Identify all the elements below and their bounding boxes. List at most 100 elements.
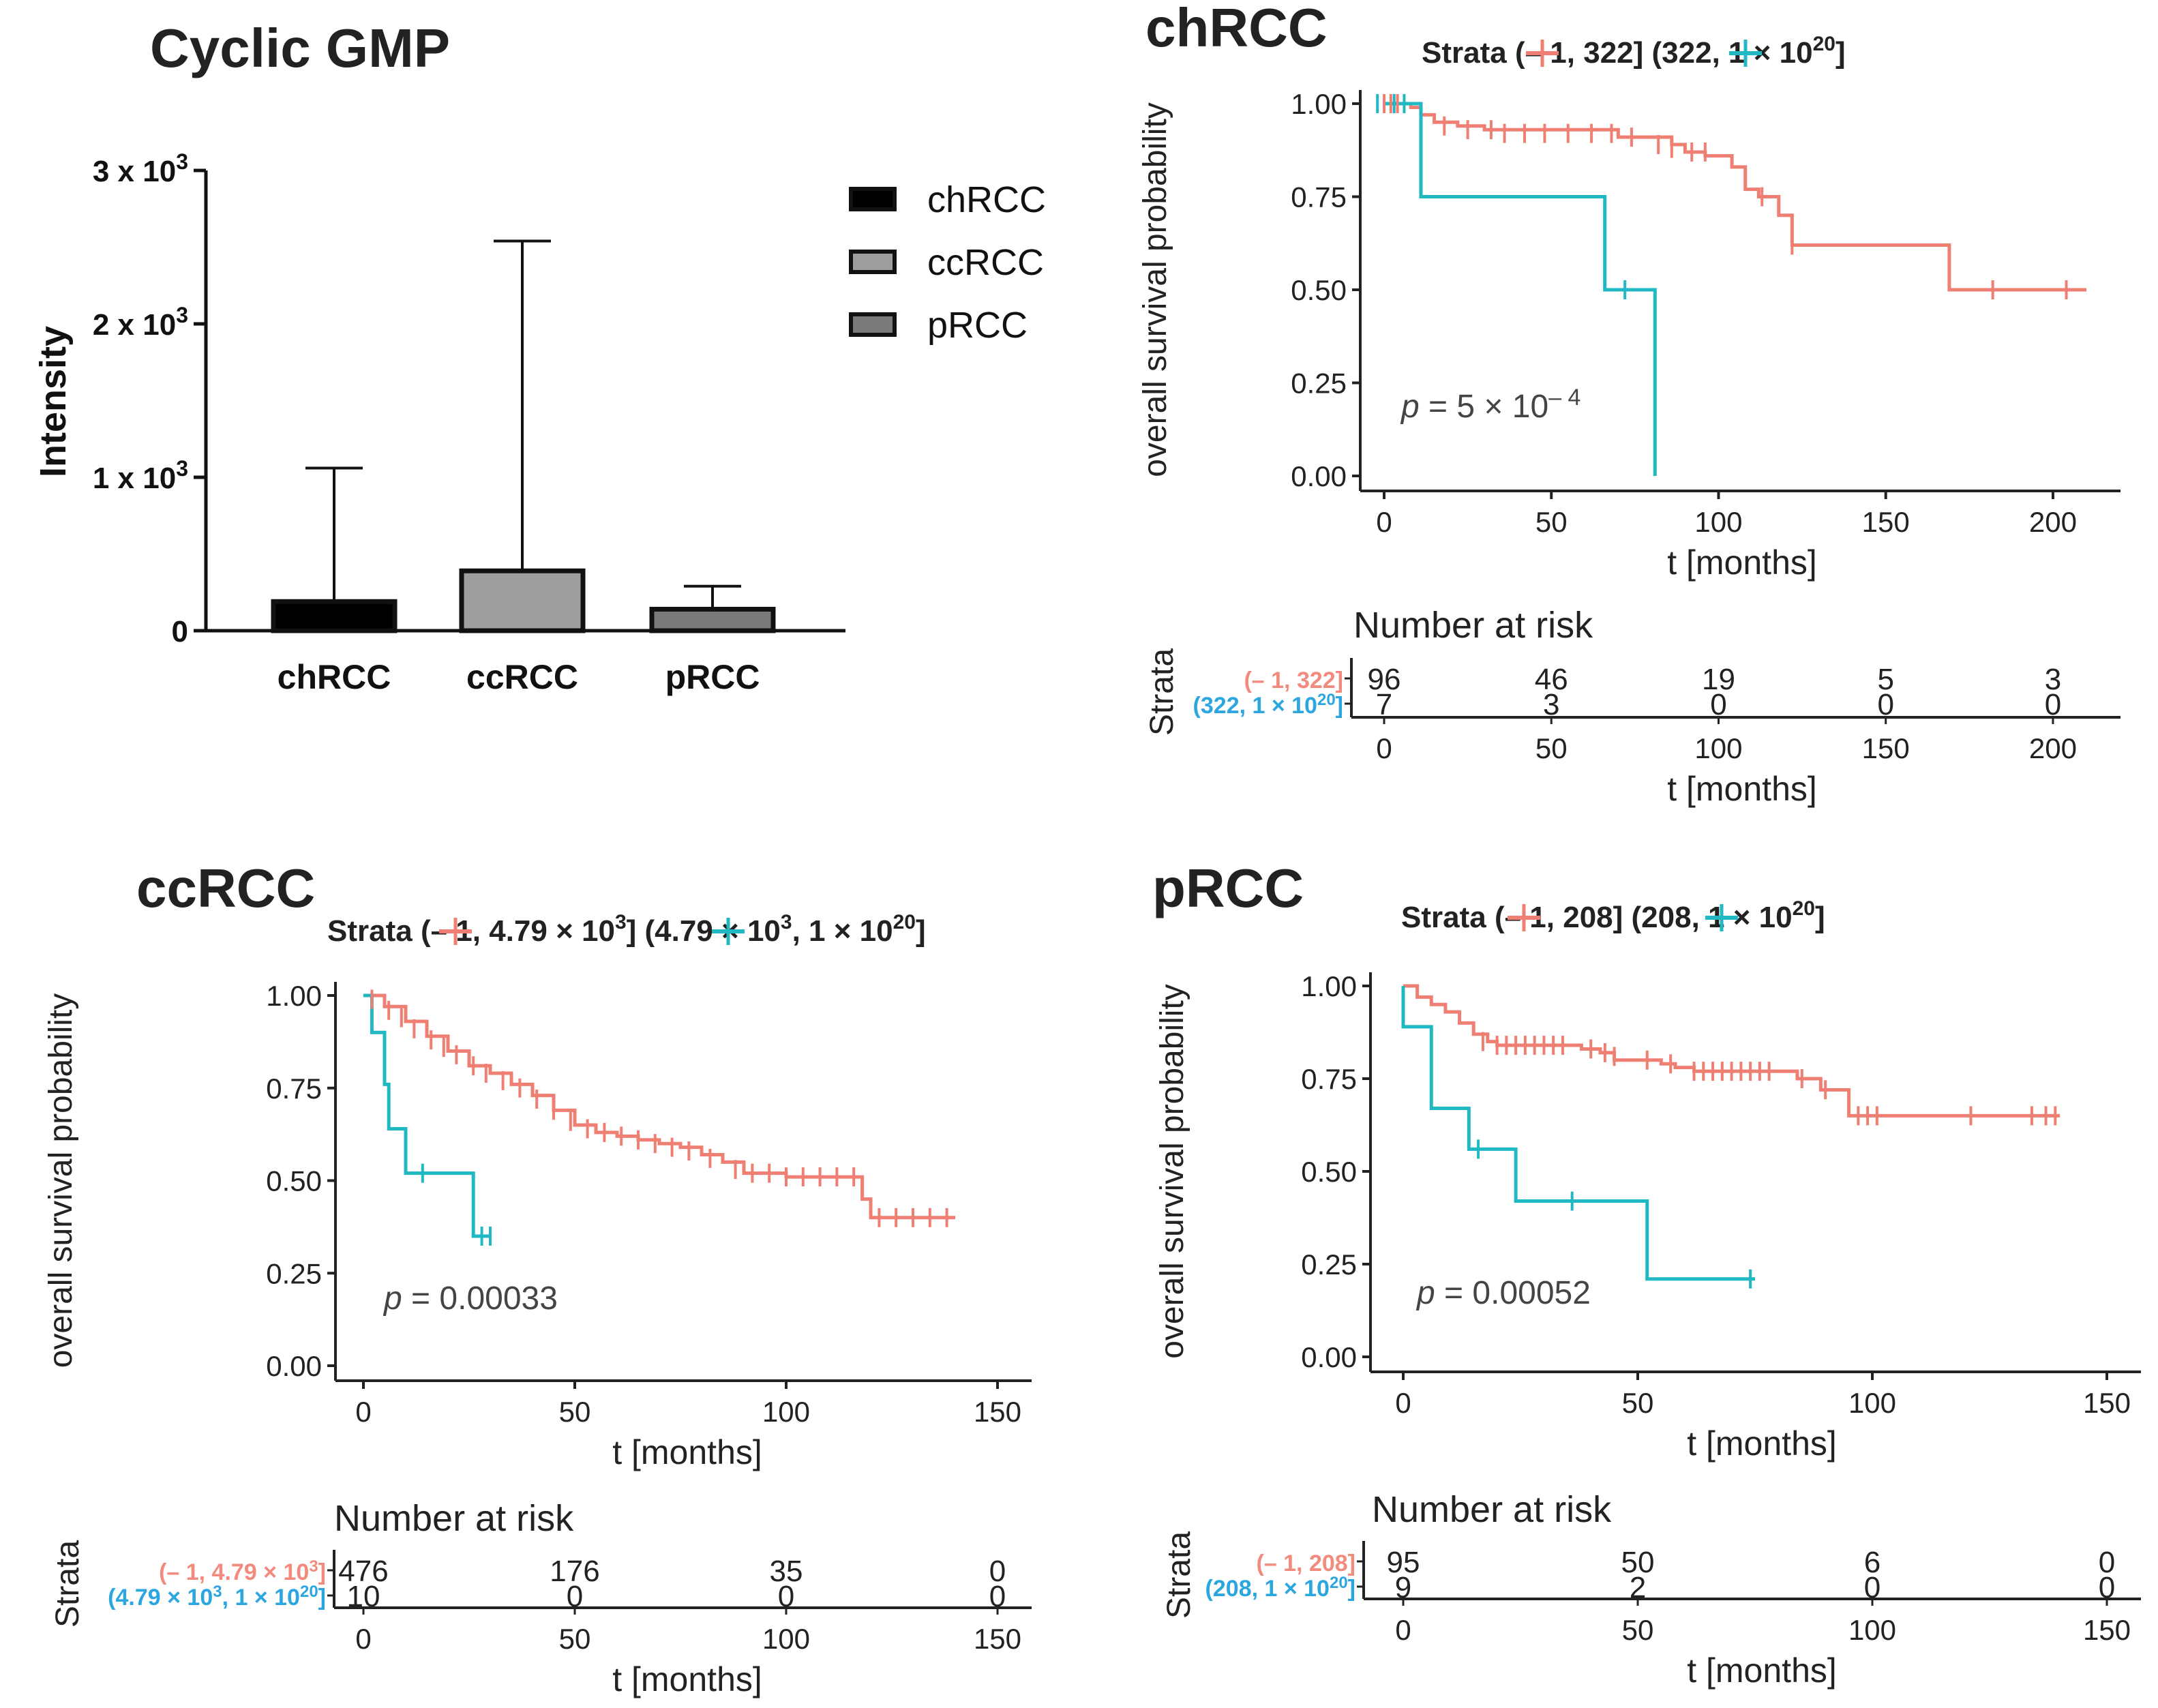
risk-value-red: 476 xyxy=(338,1555,388,1588)
risk-value-red: 35 xyxy=(770,1555,803,1588)
legend-cyan-label: (322, 1 × 10 xyxy=(1643,36,1812,70)
risk-x-tick-label: 150 xyxy=(2083,1614,2131,1646)
km-cyan-curve xyxy=(1384,102,1657,476)
bar-y-tick-label: 2 x 103 xyxy=(93,303,188,342)
risk-row-label-cyan: (4.79 × 103, 1 × 1020] xyxy=(108,1583,326,1610)
risk-label-text: ] xyxy=(318,1585,326,1610)
legend-red-marker xyxy=(1526,40,1559,67)
risk-table-title: Number at risk xyxy=(334,1498,574,1539)
risk-label-text: (– 1, 4.79 × 10 xyxy=(159,1559,309,1585)
legend-exponent: 20 xyxy=(893,911,916,933)
risk-label-exponent: 20 xyxy=(1330,1574,1348,1592)
risk-value-red: 6 xyxy=(1864,1546,1880,1579)
km-x-tick-label: 100 xyxy=(1848,1387,1896,1419)
km-pvalue: p = 0.00052 xyxy=(1415,1275,1591,1311)
bar-chRCC xyxy=(271,599,398,633)
risk-x-axis-label: t [months] xyxy=(1667,770,1817,808)
km-x-tick-label: 50 xyxy=(1622,1387,1654,1419)
bar-legend: chRCC ccRCC pRCC xyxy=(849,179,1046,346)
km-x-tick-label: 0 xyxy=(355,1396,371,1428)
legend-red-marker xyxy=(439,918,472,945)
km-y-axis-label: overall survival probability xyxy=(1154,984,1190,1359)
risk-row-label-red: (– 1, 322] xyxy=(1244,668,1343,693)
km-cyan-curve xyxy=(363,993,490,1238)
legend-cyan-label-mid: , 1 × 10 xyxy=(792,914,893,948)
risk-value-red: 0 xyxy=(989,1555,1006,1588)
risk-label-text: (– 1, 208] xyxy=(1256,1550,1355,1576)
km-panel-pRCC: pRCC Strata (– 1, 208] (208, 1 × 1020]0.0… xyxy=(1152,858,2141,1690)
km-y-axis-label: overall survival probability xyxy=(43,993,79,1368)
risk-label-text: (4.79 × 10 xyxy=(108,1585,213,1610)
risk-value-cyan: 2 xyxy=(1630,1571,1646,1604)
bar-y-tick-text: 3 x 10 xyxy=(93,155,176,188)
pvalue-symbol: p xyxy=(1415,1275,1435,1311)
km-y-tick-label: 0.25 xyxy=(266,1257,322,1289)
risk-table-title: Number at risk xyxy=(1353,605,1593,646)
km-y-tick-label: 0.25 xyxy=(1291,368,1347,400)
risk-value-red: 95 xyxy=(1387,1546,1420,1579)
bar-series: chRCC ccRCC pRCC xyxy=(271,239,776,696)
risk-x-tick-label: 100 xyxy=(762,1623,810,1655)
km-x-tick-label: 100 xyxy=(762,1396,810,1428)
bar-y-tick-text: 0 xyxy=(172,615,188,648)
legend-label-ccRCC: ccRCC xyxy=(927,242,1044,283)
risk-value-cyan: 0 xyxy=(1877,688,1893,721)
risk-label-exponent: 20 xyxy=(300,1583,318,1601)
legend-cyan-label-end: ] xyxy=(916,914,926,948)
legend-exponent: 20 xyxy=(1813,33,1835,55)
bar-y-tick-exponent: 3 xyxy=(176,303,188,327)
risk-value-red: 0 xyxy=(2099,1546,2115,1579)
legend-cyan-label: (4.79 × 10 xyxy=(636,914,781,948)
risk-value-red: 96 xyxy=(1368,663,1401,696)
bar-x-tick-label: pRCC xyxy=(665,658,760,696)
risk-value-cyan: 0 xyxy=(2045,688,2061,721)
risk-value-red: 3 xyxy=(2045,663,2061,696)
legend-strata-label: Strata xyxy=(1422,36,1515,70)
risk-value-cyan: 0 xyxy=(989,1580,1006,1613)
bar-y-tick-text: 1 x 10 xyxy=(93,462,176,495)
risk-strata-label: Strata xyxy=(1161,1531,1197,1619)
risk-label-exponent: 3 xyxy=(213,1583,222,1601)
risk-x-tick-label: 200 xyxy=(2029,732,2077,764)
bar-chart-title: Cyclic GMP xyxy=(150,18,450,78)
km-y-tick-label: 0.50 xyxy=(266,1165,322,1197)
km-legend: Strata (– 1, 208] (208, 1 × 1020] xyxy=(1401,897,1825,934)
legend-strata-label: Strata xyxy=(327,914,421,948)
km-y-tick-label: 0.00 xyxy=(266,1350,322,1382)
risk-x-tick-label: 0 xyxy=(1376,732,1392,764)
km-red-curve xyxy=(363,993,955,1220)
risk-value-red: 176 xyxy=(550,1555,599,1588)
km-y-tick-label: 0.50 xyxy=(1301,1156,1357,1188)
km-pvalue: p = 0.00033 xyxy=(383,1280,558,1317)
km-legend: Strata (– 1, 322] (322, 1 × 1020] xyxy=(1422,33,1846,70)
pvalue-text: = 0.00052 xyxy=(1435,1275,1591,1311)
legend-strata-label: Strata xyxy=(1401,901,1495,934)
km-pvalue: p = 5 × 10– 4 xyxy=(1400,385,1580,425)
pvalue-text: = 0.00033 xyxy=(402,1280,558,1317)
bar-y-tick-exponent: 3 xyxy=(176,149,188,174)
legend-red-label-end: ] xyxy=(627,914,637,948)
risk-x-tick-label: 100 xyxy=(1848,1614,1896,1646)
risk-label-text: ] xyxy=(1348,1576,1355,1602)
risk-label-exponent: 3 xyxy=(309,1557,318,1576)
legend-cyan-label-end: ] xyxy=(1815,901,1825,934)
pvalue-symbol: p xyxy=(1400,389,1420,425)
km-panel-chRCC: chRCC Strata (– 1, 322] (322, 1 × 1020]0.… xyxy=(1137,0,2120,808)
km-x-tick-label: 0 xyxy=(1395,1387,1411,1419)
bar-x-tick-label: ccRCC xyxy=(466,658,578,696)
risk-label-text: (– 1, 322] xyxy=(1244,668,1343,693)
pvalue-exponent: – 4 xyxy=(1548,385,1580,410)
risk-value-red: 46 xyxy=(1535,663,1568,696)
risk-x-tick-label: 100 xyxy=(1694,732,1742,764)
km-red-curve xyxy=(1384,102,2086,292)
km-y-tick-label: 0.75 xyxy=(1301,1063,1357,1095)
risk-value-cyan: 10 xyxy=(347,1580,380,1613)
km-y-tick-label: 1.00 xyxy=(266,980,322,1012)
km-x-tick-label: 50 xyxy=(559,1396,591,1428)
risk-label-text: ] xyxy=(318,1559,326,1585)
km-x-tick-label: 100 xyxy=(1694,506,1742,538)
risk-value-red: 19 xyxy=(1702,663,1735,696)
km-cyan-curve xyxy=(1401,986,1755,1281)
legend-cyan-marker xyxy=(712,918,745,945)
risk-value-cyan: 0 xyxy=(567,1580,583,1613)
